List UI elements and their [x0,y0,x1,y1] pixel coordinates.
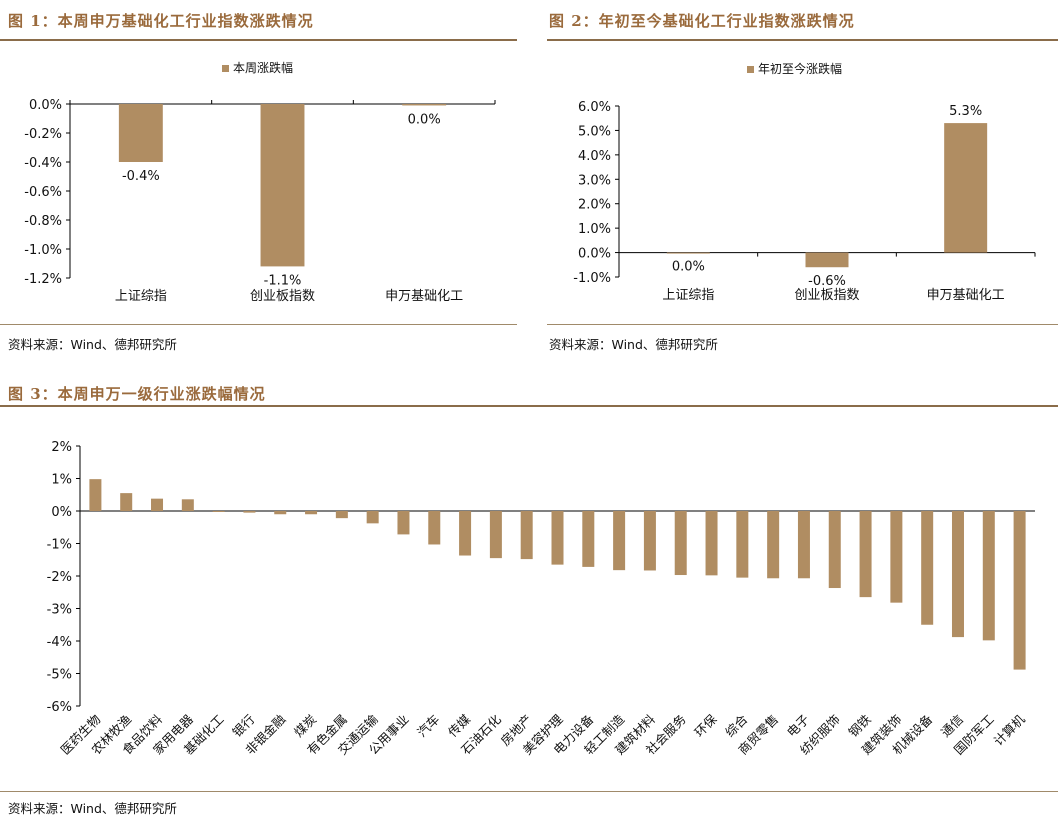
data-label: -0.4% [122,169,160,184]
y-tick-label: -3% [47,603,72,618]
data-label: -1.1% [264,273,302,288]
legend-label: 本周涨跌幅 [233,60,293,75]
bar-7 [274,511,287,515]
figure-2-top-rule [547,39,1058,41]
figure-1-bottom-rule [0,324,517,325]
y-tick-label: 5.0% [578,124,611,139]
bar-18 [613,511,626,571]
figure-3-top-rule [0,405,1058,407]
chart-1: 本周涨跌幅 0.0% -0.2% -0.4% -0.6% -0.8% -1.0% -1.2% -… [24,60,496,304]
legend-label: 年初至今涨跌幅 [758,61,842,76]
figure-1-title: 图 1：本周申万基础化工行业指数涨跌情况 [8,12,314,30]
y-tick-label: 2.0% [578,198,611,213]
bar-13 [459,511,472,556]
y-tick-label: 3.0% [578,173,611,188]
y-tick-label: -1.0% [24,243,62,258]
y-tick-label: 4.0% [578,149,611,164]
bar-26 [859,511,872,598]
category-label: 申万基础化工 [927,288,1005,303]
bar-21 [705,511,718,576]
category-label: 环保 [691,711,720,740]
y-tick-label: -0.6% [24,185,62,200]
bar-1 [89,479,102,511]
bar-20 [674,511,687,576]
bar-11 [397,511,410,535]
category-label: 汽车 [414,712,442,740]
y-tick-label: 2% [51,440,72,455]
bar-3 [944,123,988,253]
figure-1-source: 资料来源：Wind、德邦研究所 [8,337,177,352]
bar-8 [305,511,318,515]
y-tick-label: -1.2% [24,272,62,287]
bar-14 [489,511,502,559]
bar-30 [982,511,995,641]
category-label: 创业板指数 [250,289,315,304]
bar-22 [736,511,749,578]
category-label: 上证综指 [115,289,167,304]
y-tick-label: -6% [47,700,72,715]
bar-24 [797,511,810,579]
y-tick-label: -2% [47,570,72,585]
bar-3 [402,104,447,106]
bar-12 [428,511,441,545]
y-tick-label: -0.2% [24,127,62,142]
chart-2: 年初至今涨跌幅 6.0% 5.0% 4.0% 3.0% 2.0% 1.0% 0.0% -1.0%… [573,61,1036,303]
bar-1 [118,104,163,162]
y-tick-label: -0.4% [24,156,62,171]
category-label: 计算机 [991,711,1028,748]
y-tick-label: 6.0% [578,100,611,115]
bar-23 [767,511,780,579]
legend-swatch [747,66,754,73]
data-label: 0.0% [408,112,441,127]
bar-5 [212,511,225,512]
data-label: 0.0% [672,260,705,275]
category-label: 创业板指数 [794,288,859,303]
category-label: 上证综指 [662,288,714,303]
y-tick-label: -5% [47,668,72,683]
bar-27 [890,511,903,603]
figure-2-source: 资料来源：Wind、德邦研究所 [549,337,718,352]
y-tick-label: -0.8% [24,214,62,229]
bar-2 [120,493,133,511]
bar-6 [243,511,256,513]
bar-31 [1013,511,1026,670]
figure-3-bottom-rule [0,791,1058,792]
data-label: -0.6% [808,274,846,289]
bar-28 [921,511,934,625]
y-tick-label: 0.0% [29,98,62,113]
bar-2 [805,252,849,268]
bar-15 [520,511,533,560]
bar-16 [551,511,564,565]
bar-29 [951,511,964,638]
bar-3 [151,498,164,511]
figure-3-title: 图 3：本周申万一级行业涨跌幅情况 [8,385,266,403]
y-tick-label: -1.0% [573,271,611,286]
figure-2-bottom-rule [547,324,1058,325]
bar-19 [643,511,656,571]
bar-2 [260,104,305,267]
figure-3-source: 资料来源：Wind、德邦研究所 [8,801,177,816]
chart-3: 2%1%0%-1%-2%-3%-4%-5%-6%医药生物农林牧渔食品饮料家用电器… [47,440,1035,757]
legend-swatch [222,65,229,72]
bar-25 [828,511,841,589]
bar-4 [181,499,194,511]
y-tick-label: 1.0% [578,222,611,237]
bar-1 [666,252,710,254]
figure-2-title: 图 2：年初至今基础化工行业指数涨跌情况 [549,12,855,30]
y-tick-label: -4% [47,635,72,650]
bar-10 [366,511,379,524]
y-tick-label: 1% [51,473,72,488]
figure-1-top-rule [0,39,517,41]
y-tick-label: -1% [47,538,72,553]
data-label: 5.3% [949,104,982,119]
y-tick-label: 0.0% [578,247,611,262]
category-label: 申万基础化工 [385,289,463,304]
bar-17 [582,511,595,567]
bar-9 [335,511,348,519]
y-tick-label: 0% [51,505,72,520]
